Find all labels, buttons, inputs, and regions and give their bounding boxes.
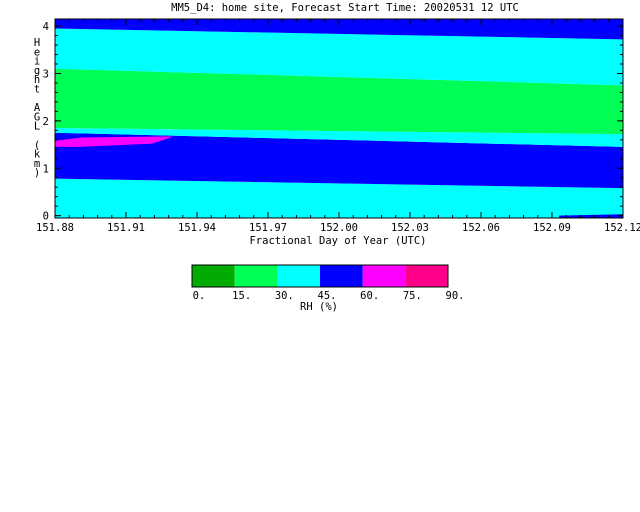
- rh-band-30-45-2: [55, 127, 623, 147]
- x-tick-label: 152.00: [320, 222, 358, 234]
- colorbar-swatch: [192, 265, 235, 287]
- rh-band-45-60-1: [55, 132, 623, 189]
- rh-band-30-45-0: [55, 178, 623, 218]
- y-tick-label: 3: [43, 68, 49, 80]
- y-tick-label: 2: [43, 116, 49, 128]
- x-tick-label: 151.91: [107, 222, 145, 234]
- x-tick-label: 151.94: [178, 222, 216, 234]
- x-tick-label: 151.97: [249, 222, 287, 234]
- y-tick-label: 4: [43, 21, 49, 33]
- colorbar-frame: [191, 264, 449, 288]
- colorbar-level-label: 30.: [275, 290, 294, 302]
- colorbar-level-label: 60.: [360, 290, 379, 302]
- colorbar-swatch: [362, 265, 406, 287]
- y-tick-label: 1: [43, 163, 49, 175]
- rh-region-45-60-1: [559, 214, 623, 218]
- colorbar-swatch: [277, 265, 320, 287]
- y-axis: 0 1 2 3 4: [43, 21, 623, 223]
- x-tick-label: 152.12: [604, 222, 640, 234]
- plot-area: [54, 18, 624, 219]
- colorbar-level-label: 90.: [446, 290, 465, 302]
- x-tick-label: 152.09: [533, 222, 571, 234]
- rh-band-30-45-4: [55, 28, 623, 86]
- colorbar-swatch: [405, 265, 448, 287]
- colorbar-swatch: [320, 265, 363, 287]
- rh-band-15-30-3: [55, 68, 623, 135]
- x-axis-label: Fractional Day of Year (UTC): [249, 235, 426, 247]
- y-tick-label: 0: [43, 211, 49, 223]
- colorbar-label: RH (%): [300, 301, 338, 313]
- x-axis: 151.88 151.91 151.94 151.97 152.00 152.03 152.…: [36, 19, 640, 234]
- colorbar-level-label: 45.: [318, 290, 337, 302]
- colorbar-swatch: [234, 265, 278, 287]
- rh-region-60-75-0: [55, 136, 174, 147]
- colorbar-level-label: 15.: [232, 290, 251, 302]
- x-tick-label: 151.88: [36, 222, 74, 234]
- colorbar: 0. 15. 30. 45. 60. 75. 90.: [191, 264, 465, 302]
- rh-fill-layer: [55, 19, 623, 218]
- x-tick-label: 152.06: [462, 222, 500, 234]
- colorbar-level-label: 0.: [193, 290, 206, 302]
- chart-title: MM5_D4: home site, Forecast Start Time: …: [171, 2, 519, 14]
- colorbar-level-label: 75.: [403, 290, 422, 302]
- x-tick-label: 152.03: [391, 222, 429, 234]
